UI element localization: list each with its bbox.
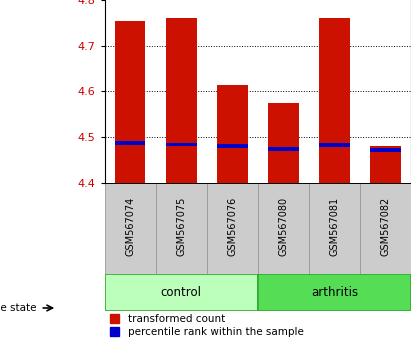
Text: GSM567075: GSM567075 (176, 197, 186, 256)
Bar (319, 143, 350, 147)
Bar (217, 144, 247, 148)
Text: GSM567082: GSM567082 (381, 197, 390, 256)
Bar (319, 18, 350, 183)
Text: control: control (161, 286, 202, 299)
Bar (258, 183, 309, 274)
Text: disease state: disease state (0, 303, 37, 313)
Legend: transformed count, percentile rank within the sample: transformed count, percentile rank withi… (110, 314, 303, 337)
Bar (309, 183, 360, 274)
Bar (115, 141, 145, 145)
Bar (370, 146, 401, 183)
Bar (105, 183, 156, 274)
Bar (268, 147, 299, 151)
Bar (258, 274, 411, 311)
Bar (207, 183, 258, 274)
Text: arthritis: arthritis (311, 286, 358, 299)
Bar (166, 143, 196, 146)
Text: GSM567076: GSM567076 (227, 197, 237, 256)
Bar (360, 183, 411, 274)
Text: GSM567074: GSM567074 (125, 197, 135, 256)
Bar (268, 103, 299, 183)
Bar (105, 274, 258, 311)
Bar (115, 21, 145, 183)
Bar (370, 148, 401, 152)
Bar (156, 183, 207, 274)
Bar (217, 85, 247, 183)
Text: GSM567081: GSM567081 (329, 197, 339, 256)
Bar (166, 18, 196, 183)
Text: GSM567080: GSM567080 (278, 197, 289, 256)
